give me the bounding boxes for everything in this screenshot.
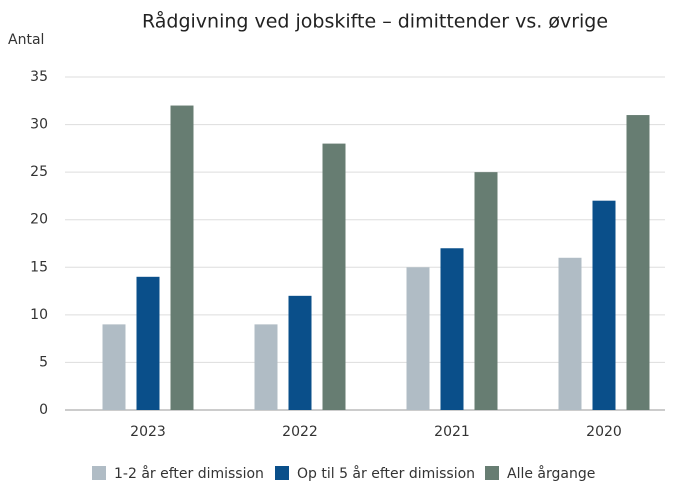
bar <box>406 267 430 410</box>
bar <box>626 115 650 411</box>
bar <box>254 324 278 410</box>
chart-title: Rådgivning ved jobskifte – dimittender v… <box>142 10 608 33</box>
legend-label: Op til 5 år efter dimission <box>297 465 475 482</box>
bar <box>288 295 312 410</box>
legend-swatch <box>485 466 499 480</box>
y-axis-label: Antal <box>8 32 44 48</box>
x-tick-label: 2020 <box>586 424 622 440</box>
y-tick-label: 30 <box>30 117 48 133</box>
y-tick-label: 0 <box>39 402 48 418</box>
y-tick-label: 35 <box>30 69 48 85</box>
y-tick-label: 15 <box>30 259 48 275</box>
x-tick-label: 2023 <box>130 424 166 440</box>
bar <box>136 276 160 410</box>
legend-label: 1-2 år efter dimission <box>114 465 264 482</box>
bar <box>102 324 126 410</box>
bar <box>592 200 616 410</box>
bar <box>440 248 464 410</box>
y-tick-label: 25 <box>30 164 48 180</box>
legend-swatch <box>275 466 289 480</box>
legend-swatch <box>92 466 106 480</box>
x-tick-label: 2021 <box>434 424 470 440</box>
bar <box>322 143 346 410</box>
y-tick-label: 5 <box>39 354 48 370</box>
legend-label: Alle årgange <box>507 465 595 482</box>
bar <box>474 172 498 410</box>
y-tick-label: 20 <box>30 212 48 228</box>
x-tick-label: 2022 <box>282 424 318 440</box>
bar <box>170 105 194 411</box>
y-tick-label: 10 <box>30 307 48 323</box>
bar <box>558 257 582 410</box>
